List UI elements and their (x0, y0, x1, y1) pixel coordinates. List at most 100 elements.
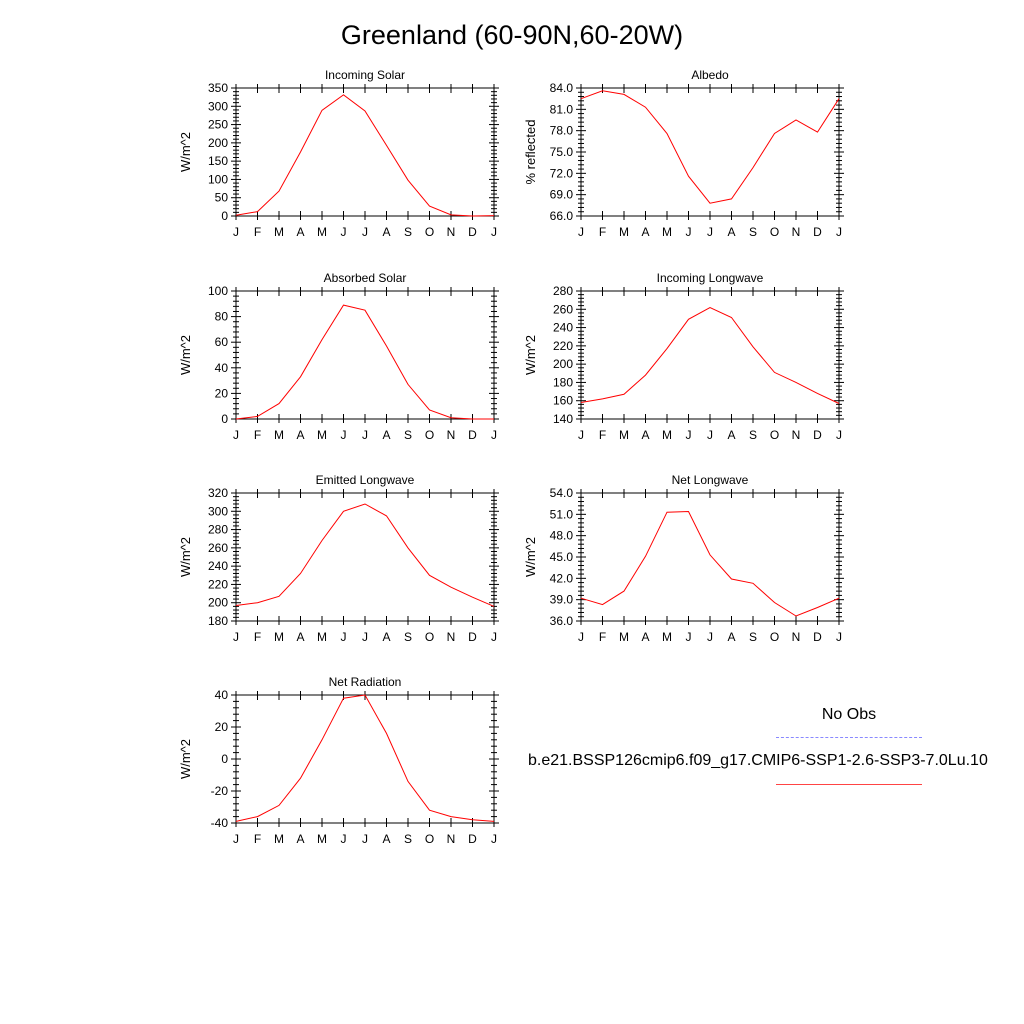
incoming-longwave-xtick-label: J (578, 428, 584, 442)
incoming-longwave-frame (580, 290, 840, 420)
incoming-solar-xtick-label: M (274, 225, 284, 239)
incoming-longwave-ytick-label: 160 (553, 394, 573, 408)
net-radiation-xtick-label: O (425, 832, 434, 846)
incoming-solar-xtick-label: A (382, 225, 390, 239)
albedo-xtick-label: O (770, 225, 779, 239)
albedo-ytick-label: 81.0 (550, 102, 574, 116)
absorbed-solar-xtick-label: J (362, 428, 368, 442)
net-longwave-xtick-label: D (813, 630, 822, 644)
net-longwave-xtick-label: S (749, 630, 757, 644)
emitted-longwave-ytick-label: 180 (208, 614, 228, 628)
incoming-solar-xtick-label: A (296, 225, 304, 239)
absorbed-solar-xtick-label: M (317, 428, 327, 442)
albedo-frame (580, 87, 840, 217)
net-radiation-ytick-label: 0 (221, 752, 228, 766)
net-radiation-ytick-label: -40 (211, 816, 229, 830)
legend-obs-line (776, 737, 922, 738)
net-longwave-xtick-label: F (599, 630, 606, 644)
absorbed-solar-xtick-label: J (341, 428, 347, 442)
absorbed-solar-xtick-label: J (233, 428, 239, 442)
net-longwave-chart: J F M A M J J A S O N D J36.039.042.045.048.051.054.… (523, 473, 844, 644)
net-radiation-ylabel: W/m^2 (178, 739, 193, 779)
emitted-longwave-xtick-label: M (317, 630, 327, 644)
emitted-longwave-ytick-label: 300 (208, 504, 228, 518)
net-longwave-xtick-label: A (727, 630, 735, 644)
incoming-longwave-ytick-label: 140 (553, 412, 573, 426)
albedo-ylabel: % reflected (523, 119, 538, 184)
net-radiation-xtick-label: J (233, 832, 239, 846)
albedo-xtick-label: J (578, 225, 584, 239)
net-longwave-xtick-label: J (578, 630, 584, 644)
net-longwave-ytick-label: 42.0 (550, 571, 574, 585)
incoming-solar-title: Incoming Solar (325, 68, 405, 82)
incoming-longwave-ytick-label: 220 (553, 339, 573, 353)
emitted-longwave-xtick-label: N (447, 630, 456, 644)
incoming-longwave-ytick-label: 280 (553, 284, 573, 298)
legend-obs-label: No Obs (821, 706, 877, 723)
emitted-longwave-ytick-label: 320 (208, 486, 228, 500)
incoming-longwave-ytick-label: 200 (553, 357, 573, 371)
net-longwave-ytick-label: 45.0 (550, 550, 574, 564)
incoming-solar-ytick-label: 250 (208, 118, 228, 132)
emitted-longwave-xtick-label: A (382, 630, 390, 644)
incoming-longwave-xtick-label: M (619, 428, 629, 442)
net-longwave-ytick-label: 39.0 (550, 593, 574, 607)
net-radiation-xtick-label: D (468, 832, 477, 846)
incoming-solar-ytick-label: 200 (208, 136, 228, 150)
net-longwave-ytick-label: 51.0 (550, 507, 574, 521)
net-longwave-frame (580, 492, 840, 622)
albedo-chart: J F M A M J J A S O N D J66.069.072.075.078.081.084.… (523, 68, 844, 239)
albedo-ytick-label: 84.0 (550, 81, 574, 95)
net-longwave-xtick-label: J (686, 630, 692, 644)
incoming-longwave-xtick-label: A (641, 428, 649, 442)
page-title: Greenland (60-90N,60-20W) (340, 20, 684, 50)
emitted-longwave-xtick-label: J (233, 630, 239, 644)
net-radiation-ytick-label: 40 (215, 688, 229, 702)
net-longwave-title: Net Longwave (672, 473, 749, 487)
emitted-longwave-frame (235, 492, 495, 622)
albedo-xtick-label: S (749, 225, 757, 239)
emitted-longwave-title: Emitted Longwave (316, 473, 415, 487)
emitted-longwave-xtick-label: J (341, 630, 347, 644)
absorbed-solar-xtick-label: O (425, 428, 434, 442)
incoming-longwave-ytick-label: 180 (553, 375, 573, 389)
absorbed-solar-ytick-label: 80 (215, 310, 229, 324)
incoming-solar-ytick-label: 0 (221, 209, 228, 223)
absorbed-solar-title: Absorbed Solar (324, 271, 407, 285)
incoming-longwave-ytick-label: 240 (553, 321, 573, 335)
emitted-longwave-xtick-label: F (254, 630, 261, 644)
incoming-solar-ytick-label: 50 (215, 191, 229, 205)
incoming-longwave-xtick-label: S (749, 428, 757, 442)
incoming-solar-xtick-label: J (362, 225, 368, 239)
net-longwave-xtick-label: O (770, 630, 779, 644)
incoming-longwave-ylabel: W/m^2 (523, 335, 538, 375)
net-radiation-title: Net Radiation (329, 675, 402, 689)
emitted-longwave-xtick-label: D (468, 630, 477, 644)
net-radiation-xtick-label: N (447, 832, 456, 846)
emitted-longwave-xtick-label: S (404, 630, 412, 644)
incoming-longwave-xtick-label: J (707, 428, 713, 442)
albedo-series-line (580, 90, 840, 204)
absorbed-solar-xtick-label: D (468, 428, 477, 442)
incoming-solar-ytick-label: 100 (208, 172, 228, 186)
absorbed-solar-xtick-label: N (447, 428, 456, 442)
net-radiation-xtick-label: A (296, 832, 304, 846)
incoming-solar-ylabel: W/m^2 (178, 132, 193, 172)
emitted-longwave-xtick-label: J (362, 630, 368, 644)
incoming-longwave-xtick-label: J (836, 428, 842, 442)
emitted-longwave-ytick-label: 240 (208, 559, 228, 573)
incoming-solar-xtick-label: M (317, 225, 327, 239)
net-longwave-ylabel: W/m^2 (523, 537, 538, 577)
albedo-xtick-label: M (619, 225, 629, 239)
albedo-xtick-label: N (792, 225, 801, 239)
albedo-ytick-label: 66.0 (550, 209, 574, 223)
incoming-solar-ytick-label: 150 (208, 154, 228, 168)
net-radiation-ytick-label: -20 (211, 784, 229, 798)
emitted-longwave-series-line (235, 503, 495, 607)
incoming-longwave-ytick-label: 260 (553, 302, 573, 316)
absorbed-solar-ytick-label: 40 (215, 361, 229, 375)
incoming-solar-frame (235, 87, 495, 217)
net-radiation-series-line (235, 694, 495, 822)
net-radiation-xtick-label: M (317, 832, 327, 846)
